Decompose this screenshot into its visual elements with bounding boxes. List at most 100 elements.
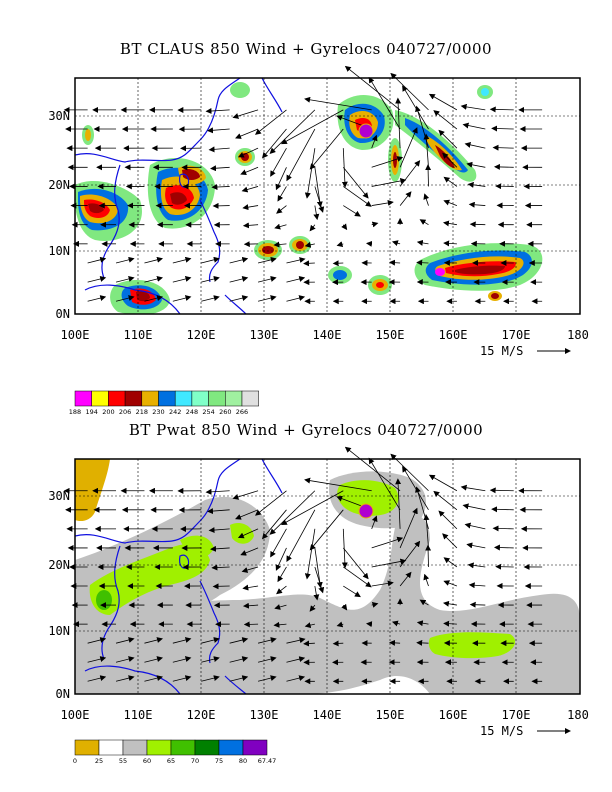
wind-vector [433,490,458,511]
panel1-xtick-130: 130E [250,328,279,342]
wind-vector [286,276,306,283]
wind-vector [344,446,401,492]
wind-vector [399,160,421,187]
wind-vector [172,295,192,302]
wind-vector [257,637,277,644]
panel1-axis-labels: 0N 10N 20N 30N 100E 110E 120E 130E 140E … [48,109,589,342]
cloud-cluster-borneo [110,280,170,314]
wind-vector [277,566,287,583]
wind-vector [304,477,372,492]
wind-vector [255,109,287,135]
wind-vector [87,656,107,663]
wind-vector [399,191,412,206]
wind-vector [399,571,412,587]
panel1-xtick-140: 140E [313,328,342,342]
panel2-xtick-160: 160E [439,708,468,722]
wind-vector [309,224,316,232]
wind-vector [314,566,325,594]
colorbar-swatch [122,739,148,756]
wind-vector [428,474,458,492]
wind-vector [242,584,259,591]
wind-vector [304,96,372,111]
colorbar-label: 218 [136,408,148,416]
wind-vector [469,601,486,608]
wind-vector [343,566,372,588]
cloud-cluster-philippines [147,157,215,229]
wind-vector [276,585,287,595]
colorbar-swatch [218,739,244,756]
panel1-xtick-180: 180 [567,328,589,342]
wind-vector [201,637,220,644]
wind-vector [309,128,344,170]
wind-vector [172,656,192,663]
coastline-china [75,459,241,544]
wind-vector [371,221,379,228]
wind-vector [286,675,306,682]
wind-vector [240,547,259,556]
wind-vector [491,506,514,513]
wind-vector [210,165,230,172]
wind-vector [275,167,287,191]
wind-vector [344,65,401,111]
wind-vector [280,109,344,145]
wind-vector [269,490,316,535]
panel2-colorbar: 0 25 55 60 65 70 75 80 67.47 [73,739,276,765]
wind-vector [416,259,429,266]
panel2-pwat-fields [75,459,580,694]
panel1-title: BT CLAUS 850 Wind + Gyrelocs 040727/0000 [119,40,493,58]
colorbar-swatch [170,739,196,756]
wind-vector [286,257,306,264]
wind-vector [423,193,430,206]
wind-vector [314,547,323,589]
wind-vector [419,219,429,226]
wind-vector [428,93,458,111]
wind-vector [489,487,514,494]
wind-vector [368,76,401,130]
wind-vector [277,186,287,202]
wind-vector [467,181,486,188]
wind-vector [270,528,287,558]
colorbar-swatch [242,739,268,756]
wind-vector [208,527,230,534]
wind-vector [492,144,514,151]
colorbar-label: 60 [143,757,151,765]
panel1-ref-label: 15 M/S [480,344,523,358]
pwat-orange-region [75,459,110,522]
panel1-ytick-30: 30N [48,109,70,123]
wind-vector [416,239,429,246]
panel2-xtick-170: 170E [502,708,531,722]
wind-vector [210,545,230,552]
wind-vector [208,146,230,153]
wind-vector [341,223,348,231]
wind-vector [343,205,361,217]
wind-vector [442,220,457,227]
gyre-marker [358,503,374,519]
wind-vector [469,221,486,228]
wind-vector [229,656,249,663]
coastline-japan [261,78,283,113]
wind-vector [229,256,249,264]
wind-vector [425,164,432,187]
wind-vector [336,241,344,247]
wind-vector [115,295,135,302]
wind-vector [255,490,287,516]
wind-vector [442,600,457,607]
panel2-xtick-130: 130E [250,708,279,722]
colorbar-swatch [208,390,226,407]
coastline-china [75,78,241,163]
colorbar-swatch [194,739,220,756]
panel2-reference-vector: 15 M/S [480,724,571,738]
wind-vector [237,147,259,158]
wind-vector [205,488,230,495]
panel1-colorbar: 188 194 200 206 218 230 242 248 254 260 266 [69,390,259,416]
wind-vector [395,478,402,529]
panel1-frame [74,77,581,315]
wind-vector [443,199,458,206]
colorbar-label: 75 [215,757,223,765]
wind-vector [201,276,220,283]
wind-vector [211,564,230,571]
wind-vector [286,656,306,663]
panel1-xtick-150: 150E [376,328,405,342]
panel1-xtick-170: 170E [502,328,531,342]
wind-vector [273,621,287,628]
